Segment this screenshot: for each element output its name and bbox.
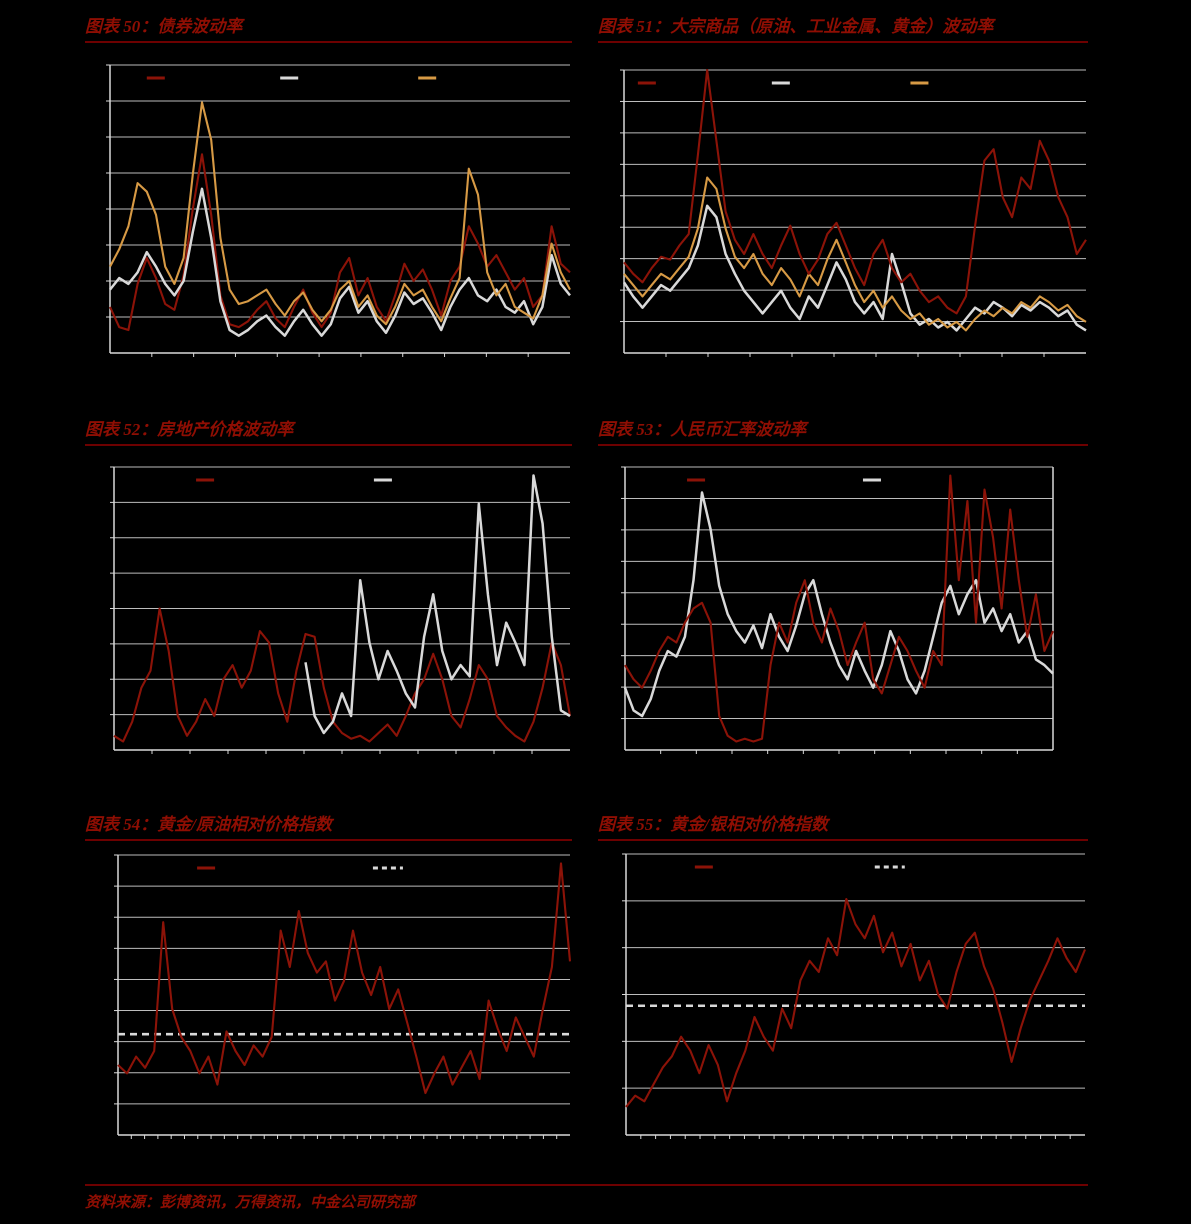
figure-54-title-rule	[85, 839, 572, 841]
footer-rule	[85, 1184, 1088, 1186]
figure-53-plot	[611, 457, 1067, 762]
figure-51-title-rule	[598, 41, 1088, 43]
axes	[624, 467, 1054, 754]
figure-53-title-rule	[598, 444, 1088, 446]
figure-55-title: 图表 55：黄金/银相对价格指数	[598, 815, 828, 834]
dark-red-series-line	[624, 474, 1054, 743]
figure-50-block: 图表 50：债券波动率	[85, 16, 572, 43]
dark-red-series-line	[113, 607, 572, 743]
figure-53-canvas	[621, 466, 1054, 754]
gridlines	[622, 853, 1085, 1089]
figure-54-canvas	[114, 854, 572, 1139]
white-series-line	[109, 187, 571, 337]
source-note: 资料来源：彭博资讯，万得资讯，中金公司研究部	[85, 1195, 416, 1211]
orange-series-line	[623, 176, 1087, 332]
figure-50-plot	[96, 55, 584, 365]
axes	[625, 854, 1085, 1139]
figure-54-plot	[104, 845, 584, 1147]
axes	[109, 65, 570, 357]
white-series-line	[623, 491, 1054, 718]
axes	[623, 70, 1086, 357]
white-series-line	[304, 474, 571, 735]
gridlines	[620, 69, 1086, 323]
figure-50-title: 图表 50：债券波动率	[85, 17, 243, 36]
gridlines	[114, 854, 570, 1105]
figure-55-plot	[612, 844, 1099, 1147]
figure-50-canvas	[106, 64, 571, 357]
dark-red-series-line	[109, 153, 571, 332]
figure-52-block: 图表 52：房地产价格波动率	[85, 419, 572, 446]
figure-55-canvas	[622, 853, 1086, 1139]
dark-red-series-line	[623, 68, 1087, 315]
figure-51-plot	[610, 60, 1100, 365]
figure-51-canvas	[620, 68, 1087, 357]
axes	[113, 467, 570, 754]
figure-51-block: 图表 51：大宗商品（原油、工业金属、黄金）波动率	[598, 16, 1088, 43]
figure-50-title-rule	[85, 41, 572, 43]
orange-series-line	[109, 101, 571, 326]
dark-red-series-line	[625, 897, 1086, 1108]
figure-52-title-rule	[85, 444, 572, 446]
figure-51-title: 图表 51：大宗商品（原油、工业金属、黄金）波动率	[598, 17, 994, 36]
figure-52-plot	[100, 457, 584, 762]
gridlines	[110, 466, 570, 716]
figure-52-canvas	[110, 466, 572, 754]
figure-54-block: 图表 54：黄金/原油相对价格指数	[85, 814, 572, 841]
axes	[117, 855, 570, 1139]
figure-53-block: 图表 53：人民币汇率波动率	[598, 419, 1088, 446]
gridlines	[106, 64, 570, 318]
white-series-line	[622, 204, 1087, 332]
figure-53-title: 图表 53：人民币汇率波动率	[598, 420, 807, 439]
gridlines	[621, 466, 1053, 720]
figure-55-block: 图表 55：黄金/银相对价格指数	[598, 814, 1088, 841]
figure-54-title: 图表 54：黄金/原油相对价格指数	[85, 815, 332, 834]
figure-55-title-rule	[598, 839, 1088, 841]
dark-red-series-line	[117, 862, 572, 1095]
figure-52-title: 图表 52：房地产价格波动率	[85, 420, 294, 439]
